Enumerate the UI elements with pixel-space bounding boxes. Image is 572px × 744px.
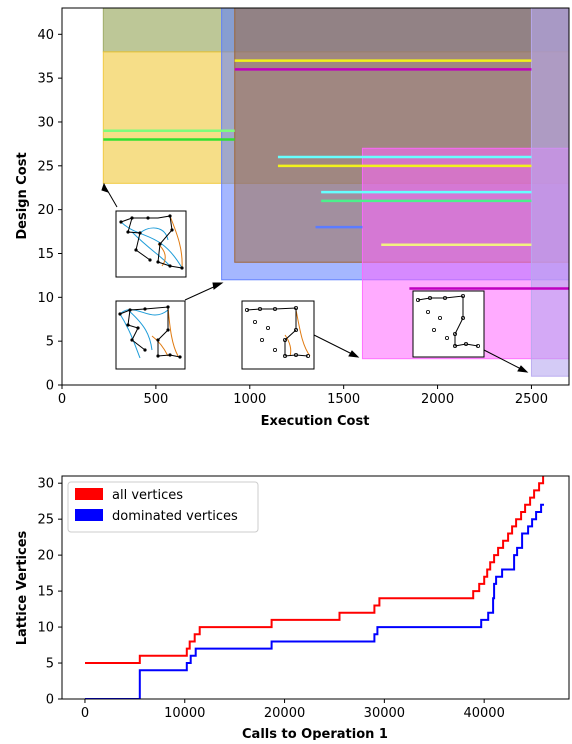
top-chart: 0 500 1000 1500 2000 2500 0 5 10 15 20 25 30 35 40 Ex… — [15, 7, 570, 429]
y-tick-label-10: 10 — [37, 291, 54, 306]
y-tick-label-20: 20 — [37, 549, 54, 564]
top-y-axis-label: Design Cost — [15, 152, 30, 239]
top-plot-frame — [61, 7, 570, 386]
legend-swatch-dominated-vertices — [75, 509, 103, 521]
legend-swatch-all-vertices — [75, 488, 103, 500]
bottom-plot-frame — [61, 475, 570, 700]
y-tick-label-35: 35 — [37, 72, 54, 87]
legend-label-dominated-vertices: dominated vertices — [112, 509, 238, 524]
x-tick-label-10000: 10000 — [164, 706, 205, 721]
legend: all vertices dominated vertices — [67, 481, 259, 533]
inset-graph-4 — [412, 290, 485, 358]
top-x-axis-label: Execution Cost — [261, 414, 370, 429]
bottom-y-ticks: 0 5 10 15 20 25 30 — [37, 477, 62, 708]
series-layer — [85, 476, 545, 699]
bottom-y-axis-label: Lattice Vertices — [15, 530, 30, 645]
top-x-ticks: 0 500 1000 1500 2000 2500 — [58, 385, 548, 407]
y-tick-label-15: 15 — [37, 247, 54, 262]
x-tick-label-0: 0 — [58, 392, 66, 407]
y-tick-label-5: 5 — [46, 335, 54, 350]
x-tick-label-500: 500 — [143, 392, 168, 407]
inset-graph-1 — [115, 210, 187, 278]
x-tick-label-2000: 2000 — [421, 392, 454, 407]
y-tick-label-25: 25 — [37, 159, 54, 174]
x-tick-label-1500: 1500 — [327, 392, 360, 407]
x-tick-label-40000: 40000 — [463, 706, 504, 721]
legend-box — [67, 481, 259, 533]
y-tick-label-40: 40 — [37, 28, 54, 43]
bottom-x-ticks: 0 10000 20000 30000 40000 — [81, 699, 505, 721]
x-tick-label-1000: 1000 — [233, 392, 266, 407]
y-tick-label-30: 30 — [37, 477, 54, 492]
y-tick-label-25: 25 — [37, 513, 54, 528]
legend-label-all-vertices: all vertices — [112, 488, 183, 503]
y-tick-label-20: 20 — [37, 203, 54, 218]
y-tick-label-5: 5 — [46, 657, 54, 672]
x-tick-label-20000: 20000 — [264, 706, 305, 721]
x-tick-label-30000: 30000 — [364, 706, 405, 721]
y-tick-label-30: 30 — [37, 115, 54, 130]
top-y-ticks: 0 5 10 15 20 25 30 35 40 — [37, 28, 62, 394]
inset-arrows — [101, 182, 529, 373]
x-tick-label-0: 0 — [81, 706, 89, 721]
region-layer — [102, 8, 569, 377]
y-tick-label-10: 10 — [37, 621, 54, 636]
y-tick-label-0: 0 — [46, 693, 54, 708]
region-rect-5 — [530, 8, 569, 377]
series-line-dominated-vertices — [85, 503, 544, 699]
bottom-x-axis-label: Calls to Operation 1 — [242, 727, 388, 740]
y-tick-label-15: 15 — [37, 585, 54, 600]
series-line-all-vertices — [85, 476, 545, 664]
bottom-chart: 0 10000 20000 30000 40000 0 5 10 15 20 25 30 Calls… — [15, 475, 570, 742]
inset-graph-2 — [115, 300, 186, 370]
x-tick-label-2500: 2500 — [515, 392, 548, 407]
y-tick-label-0: 0 — [46, 379, 54, 394]
segment-layer — [103, 59, 569, 290]
inset-graph-3 — [241, 300, 315, 370]
